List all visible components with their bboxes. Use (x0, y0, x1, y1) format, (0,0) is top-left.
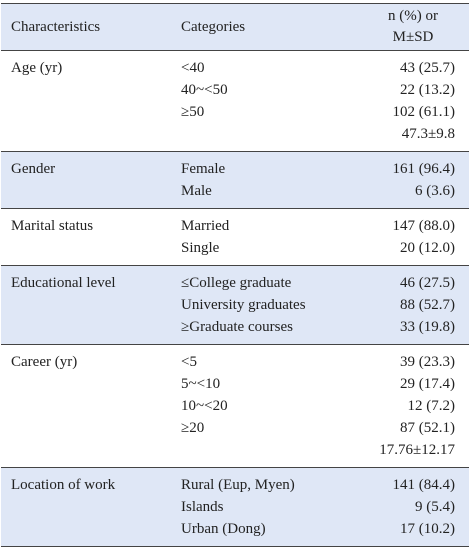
category: ≥50 (181, 104, 205, 120)
value: 17 (10.2) (400, 521, 455, 537)
value: 17.76±12.17 (379, 442, 455, 458)
category: Single (181, 240, 220, 256)
values-cell: 141 (84.4) 9 (5.4) 17 (10.2) (361, 468, 469, 547)
value: 87 (52.1) (400, 420, 455, 436)
value: 12 (7.2) (407, 398, 456, 414)
characteristic: Location of work (11, 477, 116, 493)
categories-cell: <5 5~<10 10~<20 ≥20 (171, 345, 361, 468)
value: 33 (19.8) (400, 319, 455, 335)
category: ≥20 (181, 420, 205, 436)
category: Islands (181, 499, 224, 515)
category: <40 (181, 60, 205, 76)
category: Rural (Eup, Myen) (181, 477, 295, 493)
value: 47.3±9.8 (401, 126, 455, 142)
characteristic: Educational level (11, 275, 116, 291)
category: Married (181, 218, 230, 234)
values-cell: 161 (96.4) 6 (3.6) (361, 152, 469, 209)
category: University graduates (181, 297, 306, 313)
category: Female (181, 161, 226, 177)
value: 141 (84.4) (392, 477, 456, 493)
values-cell: 39 (23.3) 29 (17.4) 12 (7.2) 87 (52.1) 17.76… (361, 345, 469, 468)
category: <5 (181, 354, 197, 370)
category: ≤College graduate (181, 275, 292, 291)
category: Urban (Dong) (181, 521, 266, 537)
group-row: Age (yr) <40 40~<50 ≥50 43 (25.7) 22 (13.2) 10… (1, 50, 469, 152)
value: 29 (17.4) (400, 376, 455, 392)
value: 88 (52.7) (400, 297, 455, 313)
characteristic: Gender (11, 161, 56, 177)
value: 6 (3.6) (415, 183, 455, 199)
category: 5~<10 (181, 376, 221, 392)
spacer (181, 439, 351, 461)
spacer (181, 123, 351, 145)
group-row: Location of work Rural (Eup, Myen) Islands… (1, 467, 469, 547)
value: 43 (25.7) (400, 60, 455, 76)
category: 10~<20 (181, 398, 228, 414)
value: 9 (5.4) (415, 499, 455, 515)
value: 22 (13.2) (400, 82, 455, 98)
categories-cell: Female Male (171, 152, 361, 209)
categories-cell: Married Single (171, 209, 361, 266)
table-body: Age (yr) <40 40~<50 ≥50 43 (25.7) 22 (13.2) 10… (1, 50, 469, 547)
header-cell: Categories (181, 18, 246, 35)
values-cell: 43 (25.7) 22 (13.2) 102 (61.1) 47.3±9.8 (361, 51, 469, 152)
group-row: Gender Female Male 161 (96.4) 6 (3.6) (1, 151, 469, 209)
characteristic: Age (yr) (11, 60, 63, 76)
category: ≥Graduate courses (181, 319, 293, 335)
value: 102 (61.1) (392, 104, 456, 120)
categories-cell: Rural (Eup, Myen) Islands Urban (Dong) (171, 468, 361, 547)
group-row: Career (yr) <5 5~<10 10~<20 ≥20 39 (23.3) 29 (… (1, 344, 469, 468)
value: 161 (96.4) (392, 161, 456, 177)
values-cell: 147 (88.0) 20 (12.0) (361, 209, 469, 266)
value: 46 (27.5) (400, 275, 455, 291)
header-cell: Characteristics (11, 18, 101, 35)
value: 39 (23.3) (400, 354, 455, 370)
group-row: Marital status Married Single 147 (88.0) 20 … (1, 208, 469, 266)
characteristic: Marital status (11, 218, 94, 234)
characteristic: Career (yr) (11, 354, 78, 370)
table: Characteristics Categories n (%) or M±SD… (1, 3, 469, 547)
group-row: Educational level ≤College graduate Univer… (1, 265, 469, 345)
categories-cell: <40 40~<50 ≥50 (171, 51, 361, 152)
value: 20 (12.0) (400, 240, 455, 256)
header-cell: n (%) or M±SD (361, 4, 469, 51)
values-cell: 46 (27.5) 88 (52.7) 33 (19.8) (361, 266, 469, 345)
header-text: n (%) or (388, 8, 438, 24)
header-row: Characteristics Categories n (%) or M±SD (1, 3, 469, 51)
value: 147 (88.0) (392, 218, 456, 234)
category: Male (181, 183, 212, 199)
category: 40~<50 (181, 82, 228, 98)
header-text: M±SD (392, 29, 434, 45)
categories-cell: ≤College graduate University graduates ≥Gr… (171, 266, 361, 345)
